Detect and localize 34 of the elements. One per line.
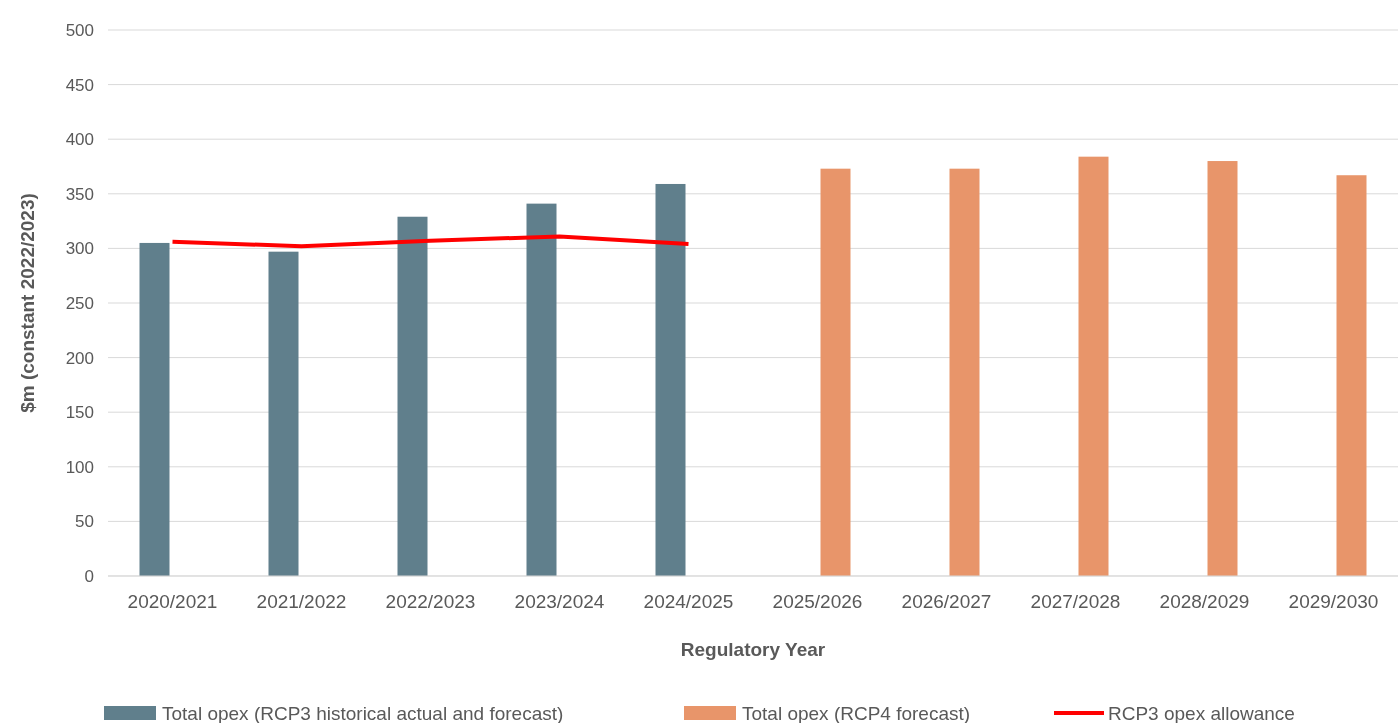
- y-tick-label: 300: [65, 239, 94, 259]
- bar: [139, 242, 170, 576]
- x-tick-label: 2023/2024: [514, 591, 605, 612]
- bar: [655, 183, 686, 576]
- bar: [526, 203, 557, 576]
- bar: [268, 251, 299, 576]
- bar: [820, 168, 851, 576]
- y-tick-label: 100: [65, 457, 94, 477]
- y-tick-label: 0: [84, 566, 94, 586]
- x-tick-label: 2021/2022: [256, 591, 347, 612]
- x-tick-label: 2020/2021: [127, 591, 218, 612]
- x-tick-label: 2029/2030: [1288, 591, 1379, 612]
- bar: [1078, 156, 1109, 576]
- bar: [949, 168, 980, 576]
- y-tick-label: 50: [75, 512, 94, 532]
- x-tick-label: 2026/2027: [901, 591, 992, 612]
- x-axis-title: Regulatory Year: [680, 639, 826, 660]
- y-tick-label: 450: [65, 75, 94, 95]
- x-tick-label: 2028/2029: [1159, 591, 1250, 612]
- y-tick-label: 350: [65, 184, 94, 204]
- x-tick-label: 2024/2025: [643, 591, 734, 612]
- x-tick-label: 2025/2026: [772, 591, 863, 612]
- x-tick-label: 2027/2028: [1030, 591, 1121, 612]
- y-tick-label: 500: [65, 20, 94, 40]
- y-tick-label: 200: [65, 348, 94, 368]
- line-series: [170, 234, 691, 249]
- bar: [1336, 175, 1367, 576]
- bar: [1207, 161, 1238, 576]
- y-axis-title: $m (constant 2022/2023): [17, 193, 38, 413]
- y-tick-label: 400: [65, 130, 94, 150]
- y-tick-label: 250: [65, 293, 94, 313]
- y-tick-label: 150: [65, 403, 94, 423]
- bar: [397, 216, 428, 576]
- x-tick-label: 2022/2023: [385, 591, 476, 612]
